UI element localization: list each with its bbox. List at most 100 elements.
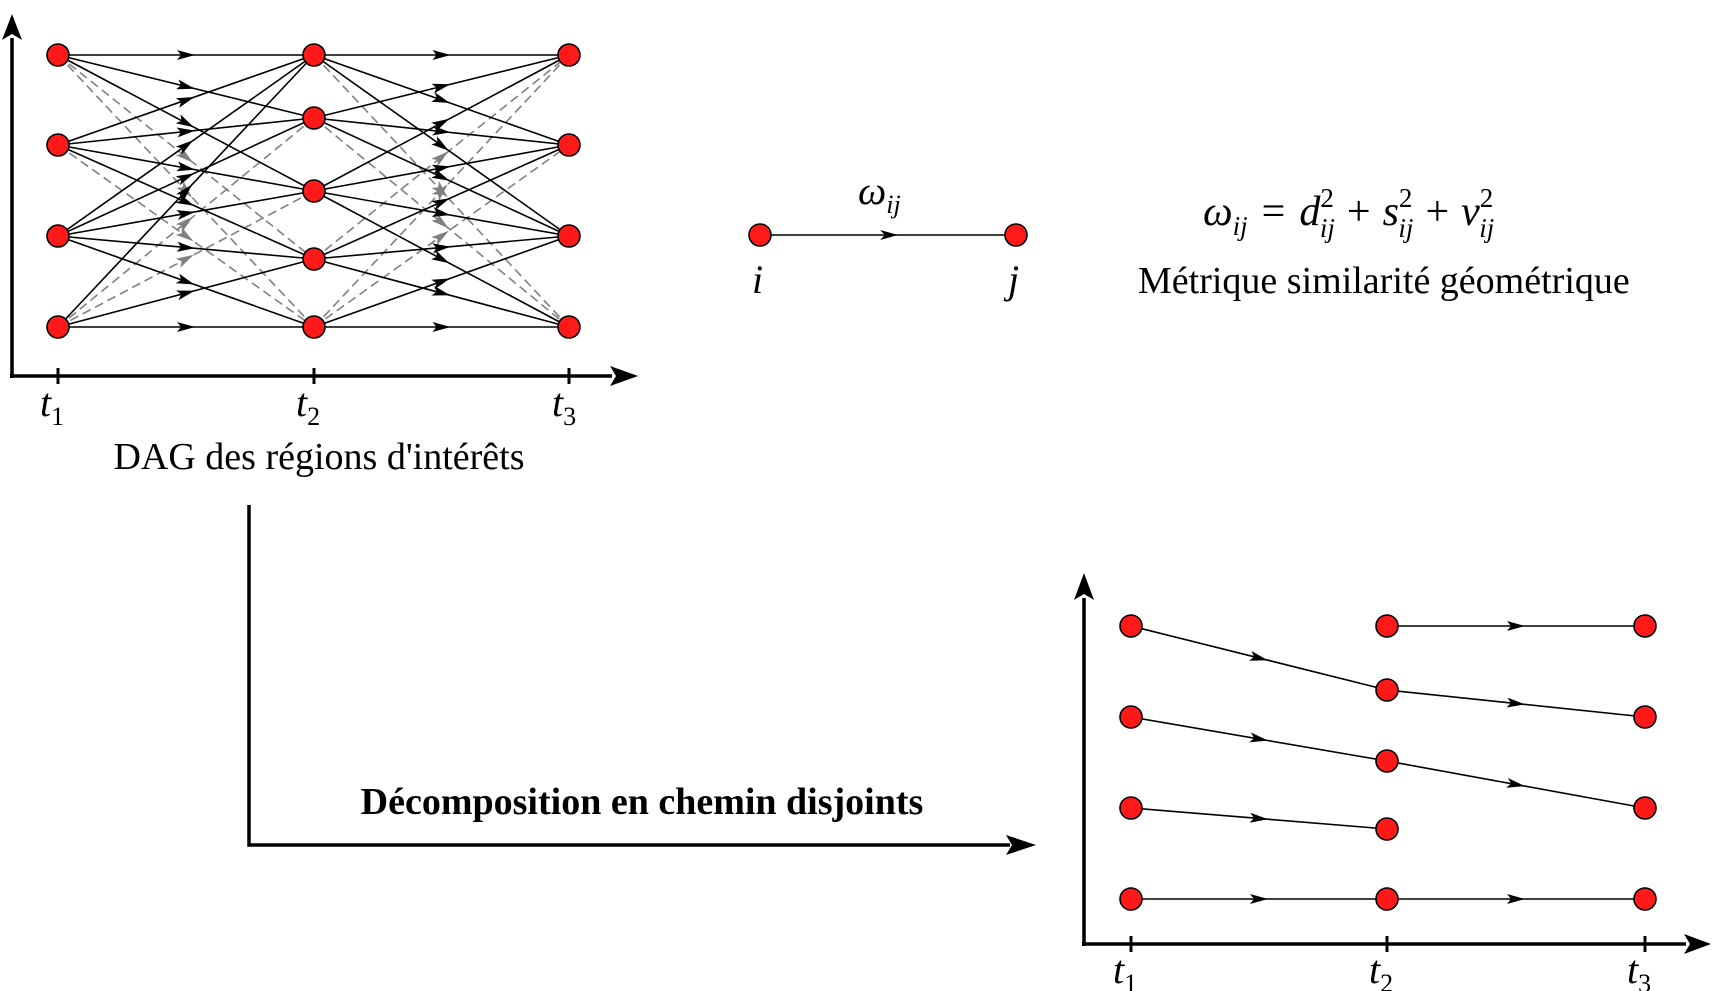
disjoint-path-edge-arrow	[1249, 812, 1268, 823]
dag-edge-arrow	[176, 79, 195, 90]
dag-edge	[57, 258, 315, 328]
dag-edge	[57, 235, 315, 328]
dag-nodes	[46, 43, 581, 339]
dag-edge	[313, 54, 570, 119]
dag-dashed-edges	[57, 54, 570, 328]
dag-edge	[57, 54, 315, 328]
dag-edge	[313, 190, 570, 237]
legend-node-i	[748, 223, 772, 247]
dag-edge	[313, 144, 570, 192]
dag-edge-arrow	[431, 168, 450, 181]
dag-edge	[313, 258, 570, 328]
dag-y-axis-arrowhead	[2, 14, 22, 40]
disjoint-path-edge	[1130, 716, 1388, 762]
dag-edge	[57, 54, 315, 146]
disjoint-path-edges	[1130, 621, 1646, 904]
disjoint-path-edge	[1131, 894, 1387, 904]
dag-caption: DAG des régions d'intérêts	[113, 436, 524, 478]
dag-edge-arrow	[175, 140, 194, 155]
disjoint-path-edge	[1386, 760, 1646, 809]
dag-edge-arrow	[431, 198, 450, 211]
dag-edge	[313, 54, 570, 192]
dag-edge-arrow	[432, 322, 451, 332]
dag-edge	[313, 190, 570, 328]
dag-dashed-edge-line	[313, 117, 570, 328]
disjoint-path-edge-arrow	[1249, 651, 1268, 661]
dag-axes	[2, 14, 638, 386]
dag-edge	[57, 117, 315, 237]
dag-dashed-edge	[57, 144, 315, 328]
metric-caption: Métrique similarité géométrique	[1138, 260, 1630, 302]
dag-dashed-edge-arrow	[175, 216, 193, 233]
disjoint-path-edge-arrow	[1507, 621, 1525, 631]
dag-x-axis-arrowhead	[610, 366, 638, 386]
dag-node	[557, 133, 581, 157]
dag-edge-arrow	[431, 118, 450, 132]
disjoint-path-nodes	[1119, 614, 1657, 911]
dag-edge	[313, 235, 570, 260]
dag-node	[302, 43, 326, 67]
dag-edge-arrow	[432, 243, 451, 254]
disjoint-path-edge	[1387, 894, 1645, 904]
dag-edge-arrow	[431, 207, 451, 217]
dag-dashed-edge	[57, 117, 315, 328]
disjoint-path-edge	[1386, 689, 1646, 718]
legend-target-label: j	[1003, 257, 1019, 302]
dag-dashed-edge	[313, 54, 570, 260]
dag-node	[302, 315, 326, 339]
dag-edge-arrow	[431, 250, 450, 264]
dag-node	[302, 106, 326, 130]
dag-edge-arrow	[176, 210, 195, 220]
dag-edge	[57, 144, 315, 260]
paths-x-axis-arrowhead	[1684, 934, 1711, 954]
legend-node-j	[1004, 223, 1028, 247]
dag-time-label-t2: t2	[296, 380, 320, 431]
dag-edge-arrow	[431, 278, 450, 290]
dag-dashed-edge	[57, 190, 315, 328]
dag-dashed-edge	[313, 54, 570, 328]
disjoint-path-edge-arrow	[1250, 894, 1268, 904]
dag-time-label-t1: t1	[40, 380, 64, 431]
disjoint-path-edge	[1387, 621, 1645, 631]
connector-line	[247, 505, 1010, 847]
dag-dashed-edge	[313, 144, 570, 328]
disjoint-path-node	[1375, 817, 1399, 841]
dag-edge-arrow	[431, 285, 451, 296]
dag-edge	[313, 54, 570, 237]
disjoint-path-edge-arrow	[1507, 894, 1525, 904]
dag-edge-arrow	[175, 193, 195, 206]
paths-time-label-t3: t3	[1627, 947, 1651, 991]
dag-node	[46, 133, 70, 157]
decomposition-label: Décomposition en chemin disjoints	[361, 781, 924, 823]
disjoint-path-node	[1633, 614, 1657, 638]
dag-edge-arrow	[177, 50, 195, 60]
dag-node	[46, 315, 70, 339]
dag-edge-arrow	[176, 161, 195, 172]
dag-edge	[313, 144, 570, 260]
dag-edge	[58, 322, 314, 332]
metric-formula-text: ωij = d2 ij + s2 ij + v2 ij	[1203, 183, 1494, 243]
dag-dashed-edge-line	[313, 54, 570, 260]
dag-edges	[57, 50, 570, 332]
disjoint-path-edge	[1130, 625, 1388, 691]
dag-edge-arrow	[175, 273, 195, 285]
dag-node	[557, 224, 581, 248]
dag-node	[557, 315, 581, 339]
decomposition-connector: Décomposition en chemin disjoints	[247, 505, 1036, 855]
dag-node	[302, 247, 326, 271]
dag-node	[302, 179, 326, 203]
disjoint-path-node	[1375, 678, 1399, 702]
dag-edge	[57, 117, 315, 146]
edge-legend: ωij i j	[748, 168, 1028, 302]
disjoint-path-node	[1375, 887, 1399, 911]
dag-edge-arrow	[176, 241, 195, 252]
disjoint-path-node	[1633, 887, 1657, 911]
disjoint-path-node	[1633, 796, 1657, 820]
connector-arrowhead	[1006, 835, 1036, 855]
dag-edge-arrow	[175, 173, 195, 186]
dag-edge	[57, 54, 315, 119]
disjoint-path-edge	[1130, 807, 1388, 830]
dag-edge	[313, 54, 570, 146]
dag-edge-arrow	[175, 97, 195, 108]
